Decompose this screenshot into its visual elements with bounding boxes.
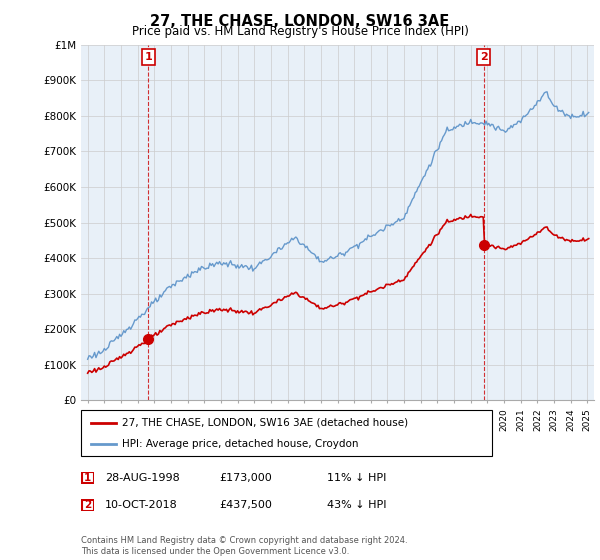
Text: 1: 1 — [145, 52, 152, 62]
Text: 28-AUG-1998: 28-AUG-1998 — [105, 473, 180, 483]
Text: 2: 2 — [479, 52, 487, 62]
FancyBboxPatch shape — [82, 472, 94, 483]
Text: 43% ↓ HPI: 43% ↓ HPI — [327, 500, 386, 510]
Text: 11% ↓ HPI: 11% ↓ HPI — [327, 473, 386, 483]
Text: 27, THE CHASE, LONDON, SW16 3AE: 27, THE CHASE, LONDON, SW16 3AE — [151, 14, 449, 29]
Text: £437,500: £437,500 — [219, 500, 272, 510]
FancyBboxPatch shape — [82, 500, 94, 511]
FancyBboxPatch shape — [81, 410, 492, 456]
Text: Contains HM Land Registry data © Crown copyright and database right 2024.
This d: Contains HM Land Registry data © Crown c… — [81, 536, 407, 556]
Text: 1: 1 — [84, 473, 91, 483]
Text: £173,000: £173,000 — [219, 473, 272, 483]
Text: 10-OCT-2018: 10-OCT-2018 — [105, 500, 178, 510]
Text: HPI: Average price, detached house, Croydon: HPI: Average price, detached house, Croy… — [122, 439, 359, 449]
Text: Price paid vs. HM Land Registry's House Price Index (HPI): Price paid vs. HM Land Registry's House … — [131, 25, 469, 38]
Text: 2: 2 — [84, 500, 91, 510]
Text: 27, THE CHASE, LONDON, SW16 3AE (detached house): 27, THE CHASE, LONDON, SW16 3AE (detache… — [122, 418, 408, 428]
